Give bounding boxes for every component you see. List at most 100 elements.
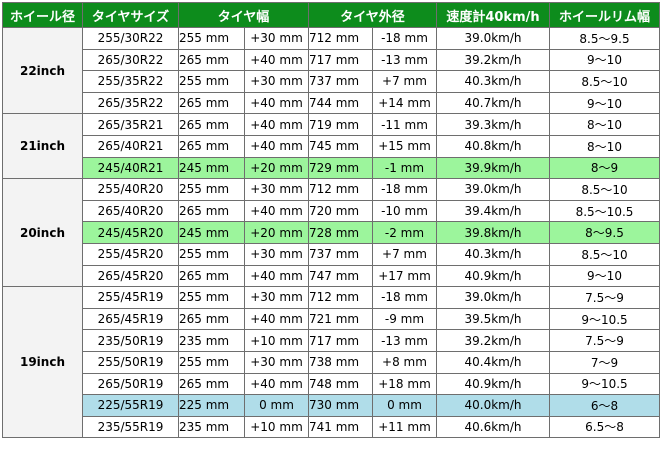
speedometer-cell: 39.5km/h (436, 307, 550, 331)
rim-width-cell: 8.5～10 (549, 70, 660, 93)
tire-width-cell: 255 mm (178, 178, 245, 201)
table-row: 265/35R22 265 mm +40 mm 744 mm +14 mm 40.7km/… (3, 91, 660, 115)
wheel-diameter-cell: 19inch (2, 286, 83, 439)
wheel-diameter-cell: 20inch (2, 178, 83, 288)
tire-diameter-cell: 712 mm (308, 178, 373, 201)
tire-width-cell: 265 mm (178, 113, 245, 136)
table-row: 255/50R19 255 mm +30 mm 738 mm +8 mm 40.4km/h… (3, 350, 660, 374)
tire-diameter-diff-cell: +14 mm (372, 91, 437, 115)
tire-diameter-diff-cell: +17 mm (372, 264, 437, 288)
tire-width-cell: 265 mm (178, 91, 245, 115)
tire-width-diff-cell: +40 mm (244, 91, 309, 115)
tire-width-diff-cell: +40 mm (244, 372, 309, 396)
tire-size-cell: 255/30R22 (82, 27, 179, 50)
tire-diameter-cell: 738 mm (308, 350, 373, 374)
tire-size-cell: 265/45R20 (82, 264, 179, 288)
tire-width-diff-cell: +40 mm (244, 199, 309, 223)
rim-width-cell: 8.5～10 (549, 178, 660, 201)
tire-width-diff-cell: +40 mm (244, 113, 309, 136)
table-row: 265/40R21 265 mm +40 mm 745 mm +15 mm 40.8km/… (3, 134, 660, 158)
table-row: 235/50R19 235 mm +10 mm 717 mm -13 mm 39.2km/… (3, 329, 660, 352)
table-row: 265/50R19 265 mm +40 mm 748 mm +18 mm 40.9km/… (3, 372, 660, 396)
table-row: 255/45R20 255 mm +30 mm 737 mm +7 mm 40.3km/h… (3, 242, 660, 266)
tire-diameter-diff-cell: 0 mm (372, 394, 437, 417)
speedometer-cell: 40.4km/h (436, 350, 550, 374)
table-row: 21inch 265/35R21 265 mm +40 mm 719 mm -11 mm 3… (2, 113, 660, 180)
speedometer-cell: 39.0km/h (436, 27, 550, 50)
tire-width-diff-cell: +40 mm (244, 264, 309, 288)
tire-diameter-diff-cell: -2 mm (372, 221, 437, 244)
speedometer-cell: 40.9km/h (436, 372, 550, 396)
tire-size-cell: 265/35R22 (82, 91, 179, 115)
tire-diameter-diff-cell: -10 mm (372, 199, 437, 223)
speedometer-cell: 40.3km/h (436, 70, 550, 93)
header-wheel-diameter: ホイール径 (2, 2, 83, 28)
tire-diameter-diff-cell: +18 mm (372, 372, 437, 396)
speedometer-cell: 40.7km/h (436, 91, 550, 115)
wheel-diameter-cell: 22inch (2, 26, 83, 115)
rim-width-cell: 8～9.5 (549, 221, 660, 244)
speedometer-cell: 40.6km/h (436, 415, 550, 439)
tire-diameter-diff-cell: -18 mm (372, 27, 437, 50)
tire-width-cell: 265 mm (178, 134, 245, 158)
tire-diameter-diff-cell: +11 mm (372, 415, 437, 439)
tire-size-cell: 255/45R20 (82, 242, 179, 266)
tire-size-cell: 265/50R19 (82, 372, 179, 396)
tire-diameter-cell: 712 mm (308, 27, 373, 50)
header-row: ホイール径 タイヤサイズ タイヤ幅 タイヤ外径 速度計40km/h ホイールリム… (2, 2, 660, 28)
tire-width-diff-cell: +30 mm (244, 70, 309, 93)
tire-width-diff-cell: +30 mm (244, 286, 309, 309)
tire-width-cell: 255 mm (178, 286, 245, 309)
tire-width-cell: 255 mm (178, 350, 245, 374)
tire-size-cell: 265/40R20 (82, 199, 179, 223)
tire-size-cell: 265/30R22 (82, 48, 179, 72)
tire-diameter-cell: 737 mm (308, 242, 373, 266)
tire-width-cell: 265 mm (178, 264, 245, 288)
tire-diameter-cell: 720 mm (308, 199, 373, 223)
rim-width-cell: 6～8 (549, 394, 660, 417)
tire-diameter-cell: 741 mm (308, 415, 373, 439)
tire-diameter-cell: 745 mm (308, 134, 373, 158)
tire-size-table: ホイール径 タイヤサイズ タイヤ幅 タイヤ外径 速度計40km/h ホイールリム… (2, 2, 660, 439)
header-tire-size: タイヤサイズ (82, 2, 179, 28)
tire-diameter-cell: 728 mm (308, 221, 373, 244)
speedometer-cell: 39.0km/h (436, 286, 550, 309)
tire-diameter-cell: 737 mm (308, 70, 373, 93)
tire-width-diff-cell: +30 mm (244, 350, 309, 374)
tire-size-cell: 255/45R19 (82, 286, 179, 309)
tire-width-diff-cell: +10 mm (244, 329, 309, 352)
tire-diameter-diff-cell: +7 mm (372, 242, 437, 266)
speedometer-cell: 39.0km/h (436, 178, 550, 201)
header-tire-width: タイヤ幅 (178, 2, 309, 28)
tire-width-cell: 265 mm (178, 199, 245, 223)
tire-width-diff-cell: +20 mm (244, 156, 309, 180)
tire-diameter-diff-cell: -11 mm (372, 113, 437, 136)
tire-width-diff-cell: +30 mm (244, 178, 309, 201)
tire-width-cell: 265 mm (178, 307, 245, 331)
rim-width-cell: 9～10 (549, 91, 660, 115)
tire-size-cell: 265/40R21 (82, 134, 179, 158)
tire-size-cell: 265/35R21 (82, 113, 179, 136)
header-speedometer: 速度計40km/h (436, 2, 550, 28)
tire-width-diff-cell: 0 mm (244, 394, 309, 417)
tire-size-cell: 245/45R20 (82, 221, 179, 244)
rim-width-cell: 7～9 (549, 350, 660, 374)
rim-width-cell: 6.5～8 (549, 415, 660, 439)
table-row: 20inch 255/40R20 255 mm +30 mm 712 mm -18 mm 3… (2, 178, 660, 288)
table-row: 265/40R20 265 mm +40 mm 720 mm -10 mm 39.4km/… (3, 199, 660, 223)
tire-size-cell: 235/50R19 (82, 329, 179, 352)
tire-diameter-cell: 721 mm (308, 307, 373, 331)
table-row: 255/35R22 255 mm +30 mm 737 mm +7 mm 40.3km/h… (3, 70, 660, 93)
tire-diameter-cell: 717 mm (308, 48, 373, 72)
rim-width-cell: 9～10.5 (549, 372, 660, 396)
tire-width-cell: 255 mm (178, 27, 245, 50)
tire-width-cell: 265 mm (178, 48, 245, 72)
tire-width-diff-cell: +30 mm (244, 242, 309, 266)
tire-width-diff-cell: +40 mm (244, 134, 309, 158)
tire-size-cell: 255/35R22 (82, 70, 179, 93)
tire-width-cell: 265 mm (178, 372, 245, 396)
rim-width-cell: 9～10 (549, 48, 660, 72)
tire-diameter-diff-cell: +8 mm (372, 350, 437, 374)
tire-diameter-diff-cell: -9 mm (372, 307, 437, 331)
tire-width-cell: 235 mm (178, 329, 245, 352)
